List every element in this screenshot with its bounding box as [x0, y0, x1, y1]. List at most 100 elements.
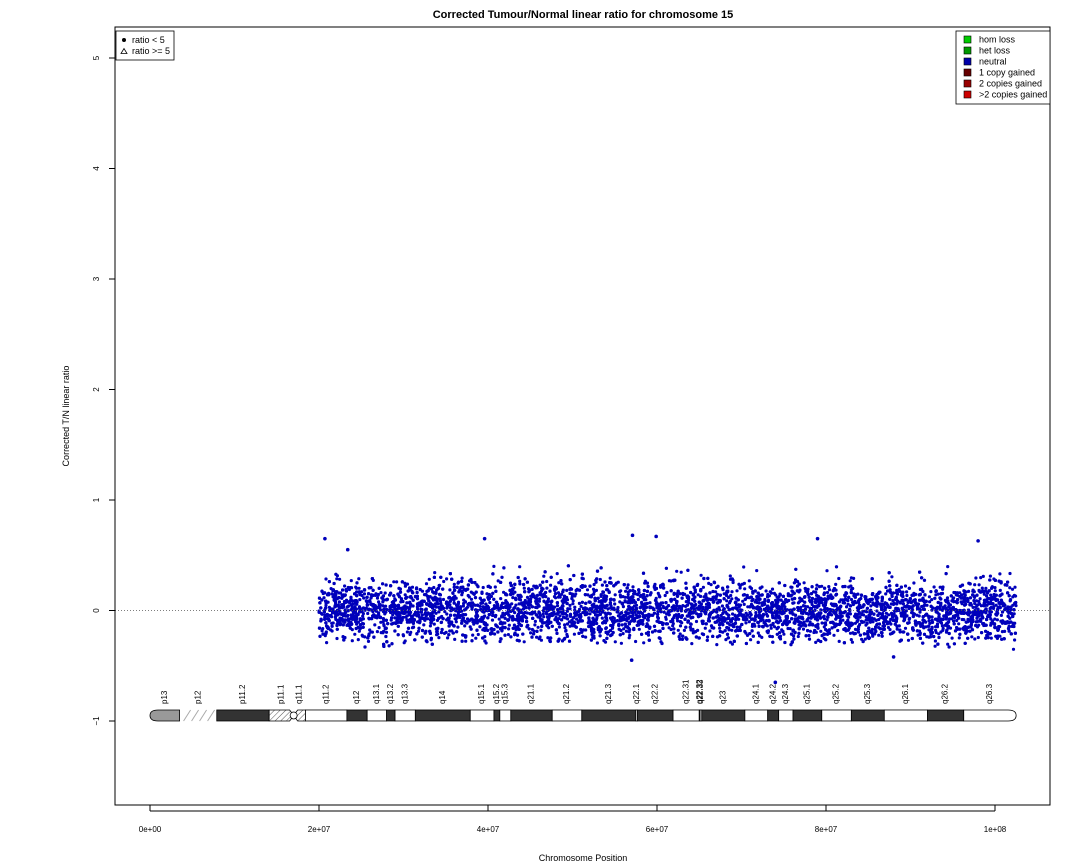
data-point [819, 608, 823, 612]
data-point [993, 586, 997, 590]
data-point [620, 611, 624, 615]
data-point [335, 636, 339, 641]
data-point [426, 617, 430, 621]
data-point [605, 603, 609, 608]
data-point [320, 598, 324, 602]
data-point [439, 620, 443, 625]
data-point [545, 612, 549, 616]
data-point [448, 629, 452, 633]
data-point [946, 642, 950, 646]
data-point [427, 577, 431, 581]
data-point [998, 572, 1002, 576]
data-point [1013, 585, 1017, 589]
data-point [827, 588, 832, 592]
data-point [663, 593, 667, 598]
data-point [507, 623, 511, 627]
data-point [856, 608, 860, 613]
data-point [875, 609, 879, 613]
data-point [645, 594, 649, 598]
data-point [343, 584, 347, 588]
data-point [783, 605, 787, 609]
data-point [801, 611, 805, 616]
data-point [808, 598, 812, 603]
data-point [741, 599, 745, 603]
data-point [941, 626, 945, 631]
data-point [786, 592, 790, 596]
data-point [933, 639, 938, 643]
data-point [493, 585, 497, 589]
data-point [361, 617, 365, 621]
data-point [379, 591, 383, 595]
data-point [976, 635, 980, 640]
data-point [933, 644, 937, 648]
data-point [453, 637, 457, 642]
data-point [930, 615, 934, 619]
data-point [506, 633, 510, 637]
data-point [490, 618, 495, 622]
data-point [957, 622, 961, 626]
data-point [725, 599, 729, 603]
data-point [595, 616, 599, 620]
data-point [999, 613, 1004, 618]
data-point [381, 604, 385, 608]
data-point [701, 605, 705, 609]
data-point [676, 619, 680, 623]
data-point [608, 576, 612, 580]
data-point [363, 635, 367, 639]
data-point [694, 602, 698, 607]
data-point [974, 576, 978, 580]
data-point [566, 617, 570, 621]
data-point [929, 590, 933, 594]
data-point [903, 626, 908, 630]
data-point [360, 633, 364, 637]
data-point [460, 589, 464, 593]
data-point [944, 572, 948, 576]
data-point [984, 586, 988, 591]
data-point [538, 635, 542, 639]
data-point [814, 640, 818, 645]
data-point [471, 633, 475, 637]
data-point [408, 632, 412, 637]
data-point [623, 595, 627, 599]
data-point [618, 590, 622, 594]
data-point [721, 586, 725, 590]
data-point [849, 597, 854, 602]
data-point [345, 605, 349, 609]
data-point [866, 632, 870, 637]
data-point [512, 623, 517, 627]
data-point [330, 592, 334, 596]
data-point [988, 574, 993, 578]
data-point [402, 641, 406, 645]
data-point [335, 577, 339, 581]
data-point [958, 627, 962, 631]
data-point [751, 634, 755, 638]
data-point [930, 598, 934, 602]
data-point [637, 627, 641, 631]
data-point [925, 603, 929, 607]
data-point [749, 595, 753, 599]
data-point [366, 611, 370, 616]
data-point [445, 577, 449, 581]
data-point [530, 627, 535, 632]
data-point [718, 626, 722, 630]
data-point [350, 639, 354, 643]
data-point [511, 596, 515, 600]
data-point [595, 621, 599, 626]
data-point [753, 600, 757, 604]
data-point [476, 585, 480, 589]
data-point [957, 636, 961, 640]
data-point [754, 611, 758, 615]
data-point [738, 586, 742, 590]
data-point [613, 602, 617, 606]
data-point [744, 621, 748, 625]
data-point [1000, 630, 1005, 634]
data-point [973, 583, 977, 587]
data-point [825, 618, 829, 622]
data-point [968, 596, 973, 600]
data-point [729, 593, 733, 598]
data-point [432, 622, 436, 626]
data-point [488, 600, 492, 605]
data-point [619, 641, 624, 645]
data-point [565, 609, 570, 613]
